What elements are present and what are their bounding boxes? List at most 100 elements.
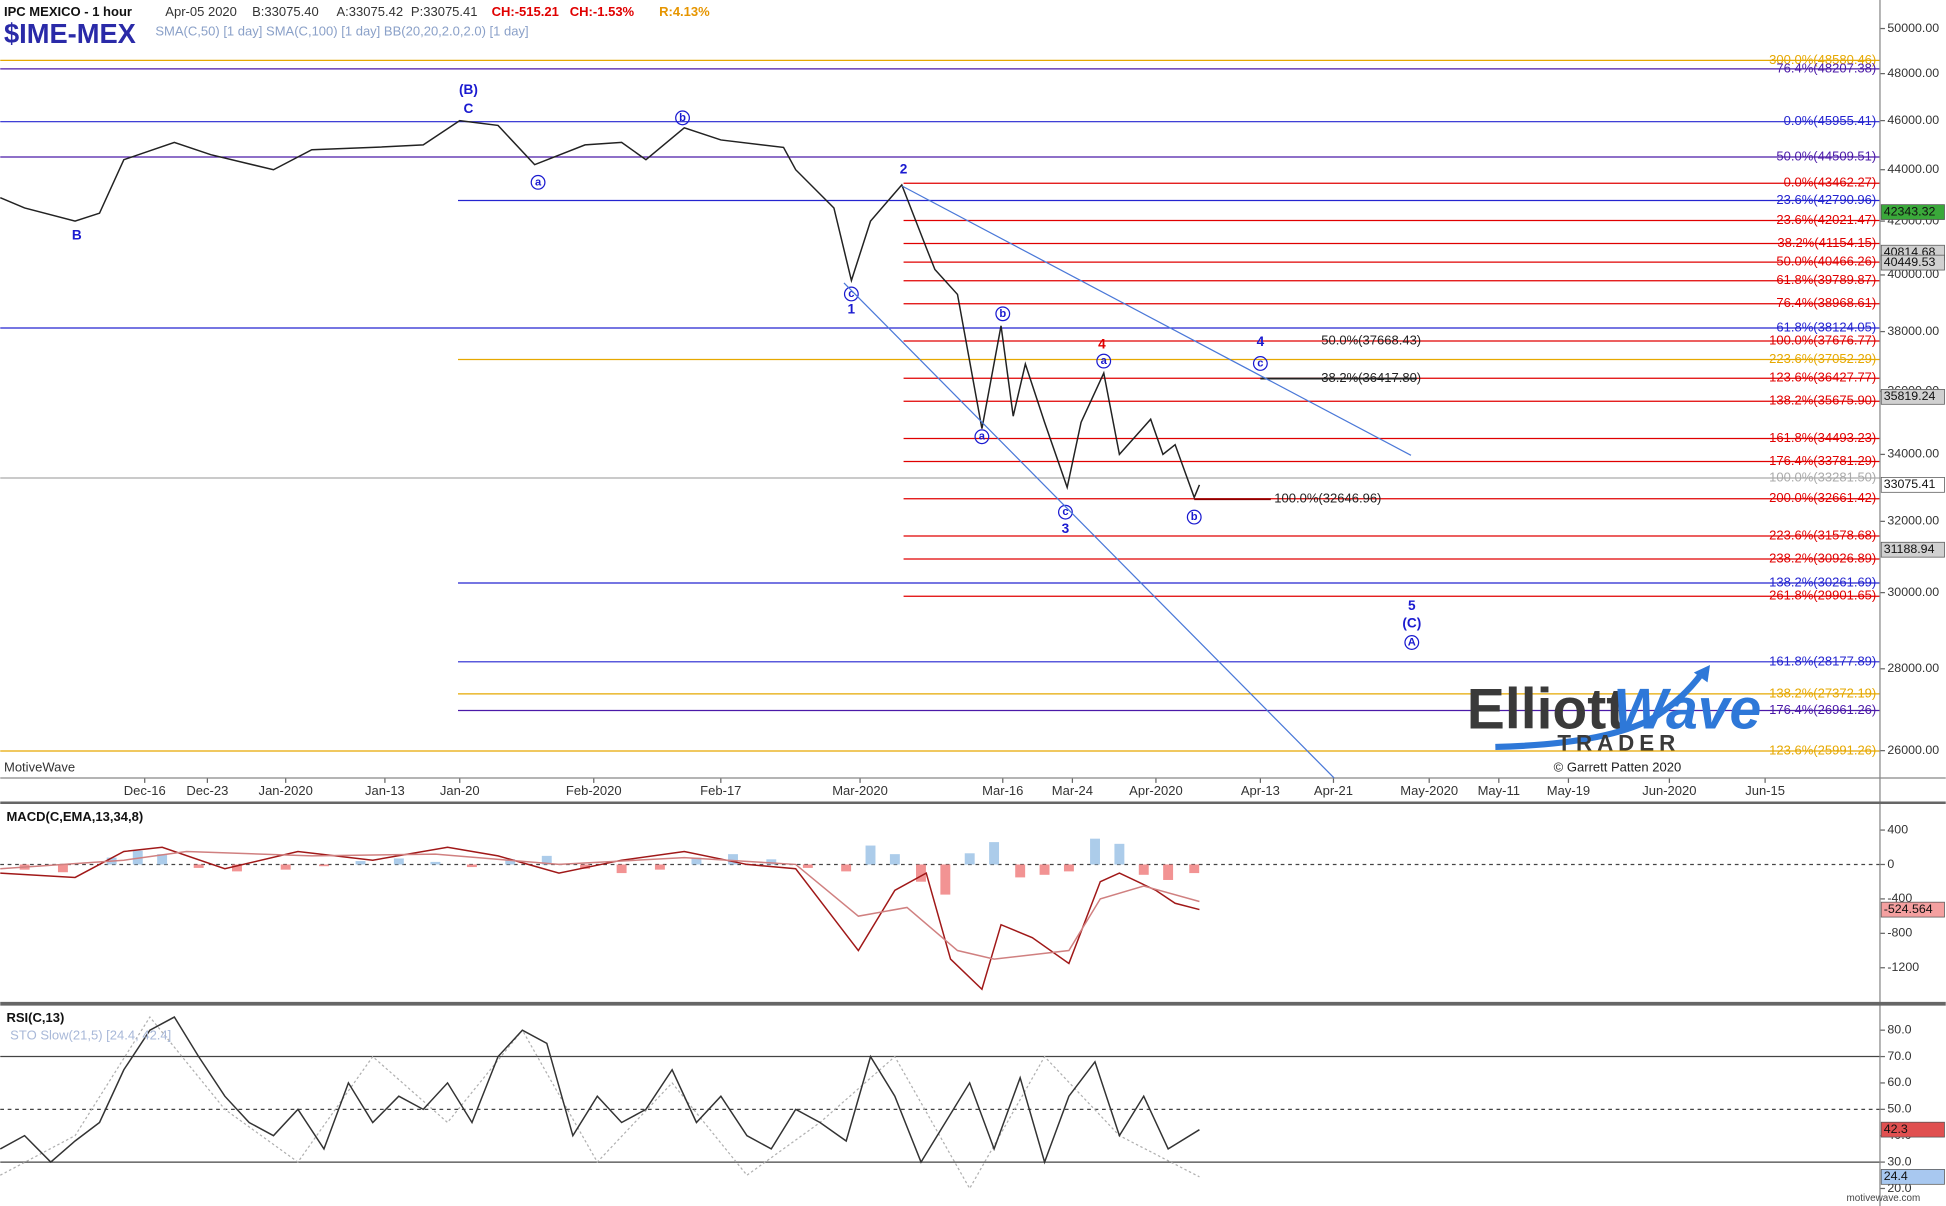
x-tick-label: Apr-21 (1314, 783, 1353, 798)
wave-circle (974, 429, 990, 445)
histogram-bar (728, 854, 738, 865)
price-tag (1880, 389, 1945, 405)
annotation-label: 38.2%(36417.80) (1321, 370, 1421, 385)
y-tick-label: 30.0 (1887, 1154, 1911, 1168)
wave-circle (1252, 356, 1268, 371)
histogram-bar (319, 864, 329, 867)
symbol: $IME-MEX (4, 18, 136, 49)
wave-label: b (679, 112, 686, 124)
fib-level-label: 100.0%(33281.50) (1769, 469, 1876, 484)
wave-label: A (1408, 636, 1416, 648)
histogram-bar (1189, 864, 1200, 874)
histogram-bar (989, 842, 1000, 865)
wave-label: 4 (1257, 334, 1265, 349)
fib-level-label: 223.6%(37052.29) (1769, 351, 1876, 366)
y-tick-label: 50.0 (1887, 1102, 1911, 1116)
price-tag-label: 33075.41 (1884, 477, 1936, 491)
histogram-bar (1163, 864, 1174, 880)
wave-circle (843, 286, 859, 302)
panel-subtitle: STO Slow(21,5) [24.4, 42.4] (10, 1027, 171, 1042)
histogram-bar (232, 864, 242, 872)
wave-label: C (464, 101, 474, 116)
x-tick-label: Dec-23 (186, 783, 228, 798)
price-tag (1880, 541, 1945, 558)
x-tick-label: Dec-16 (124, 783, 166, 798)
logo-trader: TRADER (1557, 730, 1680, 755)
wave-label: c (1062, 506, 1068, 518)
fib-level-label: 161.8%(28177.89) (1769, 653, 1876, 668)
histogram-bar (964, 853, 975, 865)
price-tag (1880, 901, 1945, 918)
x-tick-label: Jun-15 (1745, 783, 1785, 798)
fib-level-label: 38.2%(41154.15) (1777, 235, 1876, 250)
wave-label: (C) (1402, 616, 1421, 631)
price-tag-label: 42.3 (1884, 1122, 1908, 1136)
fib-level-label: 138.2%(30261.69) (1769, 574, 1876, 589)
logo-elliott: Elliott (1467, 678, 1625, 742)
histogram-bar (654, 864, 665, 870)
histogram-bar (691, 857, 702, 865)
wave-label: a (979, 431, 986, 443)
histogram-bar (1090, 838, 1100, 865)
logo-swoosh (1495, 670, 1706, 751)
histogram-bar (193, 864, 204, 868)
histogram-bar (466, 864, 477, 868)
histogram-bar (580, 864, 591, 869)
fib-level-label: 138.2%(35675.90) (1769, 393, 1876, 408)
copyright: © Garrett Patten 2020 (1554, 759, 1682, 774)
histogram-bar (355, 861, 366, 865)
panel-title: RSI(C,13) (6, 1010, 64, 1025)
wave-label: a (1101, 355, 1108, 367)
price-tag-label: 24.4 (1884, 1169, 1908, 1183)
fib-level-label: 161.8%(34493.23) (1769, 430, 1876, 445)
y-tick-label: 34000.00 (1887, 447, 1939, 461)
wave-circle (675, 110, 690, 126)
y-tick-label: 400 (1887, 822, 1908, 836)
site: motivewave.com (1846, 1193, 1920, 1204)
histogram-bar (280, 864, 291, 870)
wave-label: a (535, 176, 542, 188)
x-tick-label: Feb-2020 (566, 783, 622, 798)
fib-level-label: 76.4%(38968.61) (1776, 295, 1876, 310)
change-pct: CH:-1.53% (570, 4, 635, 19)
histogram-bar (1138, 864, 1149, 875)
y-tick-label: 80.0 (1887, 1022, 1911, 1036)
series-line (0, 119, 1201, 500)
bid: B:33075.40 (252, 4, 319, 19)
x-tick-label: May-2020 (1400, 783, 1458, 798)
y-tick-label: 44000.00 (1887, 162, 1939, 176)
price-tag-label: 42343.32 (1884, 204, 1936, 218)
fib-level-label: 176.4%(26961.26) (1769, 702, 1876, 717)
last-price: P:33075.41 (411, 4, 478, 19)
wave-label: 3 (1062, 521, 1070, 536)
x-tick-label: Jun-2020 (1642, 783, 1696, 798)
y-tick-label: 70.0 (1887, 1049, 1911, 1063)
histogram-bar (766, 859, 777, 865)
wave-circle (1404, 635, 1420, 650)
fib-level-label: 123.6%(25991.26) (1769, 742, 1876, 757)
fib-level-label: 50.0%(40466.26) (1776, 254, 1876, 269)
price-tag (1880, 477, 1945, 493)
x-tick-label: May-19 (1547, 783, 1590, 798)
date: Apr-05 2020 (165, 4, 237, 19)
wave-label: 5 (1408, 598, 1416, 613)
x-tick-label: May-11 (1478, 783, 1520, 798)
wave-circle (1096, 353, 1112, 369)
price-tag-label: -524.564 (1884, 902, 1933, 916)
fib-level-label: 300.0%(48580.46) (1769, 52, 1876, 67)
histogram-bar (889, 854, 900, 865)
wave-label: c (1257, 357, 1263, 369)
y-tick-label: 38000.00 (1887, 324, 1939, 338)
x-tick-label: Feb-17 (700, 783, 741, 798)
x-tick-label: Mar-2020 (832, 783, 888, 798)
fib-level-label: 238.2%(30926.89) (1769, 550, 1876, 565)
price-tag-label: 40449.53 (1884, 255, 1936, 269)
histogram-bar (1063, 864, 1074, 872)
fib-level-label: 23.6%(42790.96) (1776, 192, 1876, 207)
histogram-bar (1114, 843, 1125, 865)
histogram-bar (1039, 864, 1050, 875)
wave-label: 4 (1098, 336, 1106, 351)
